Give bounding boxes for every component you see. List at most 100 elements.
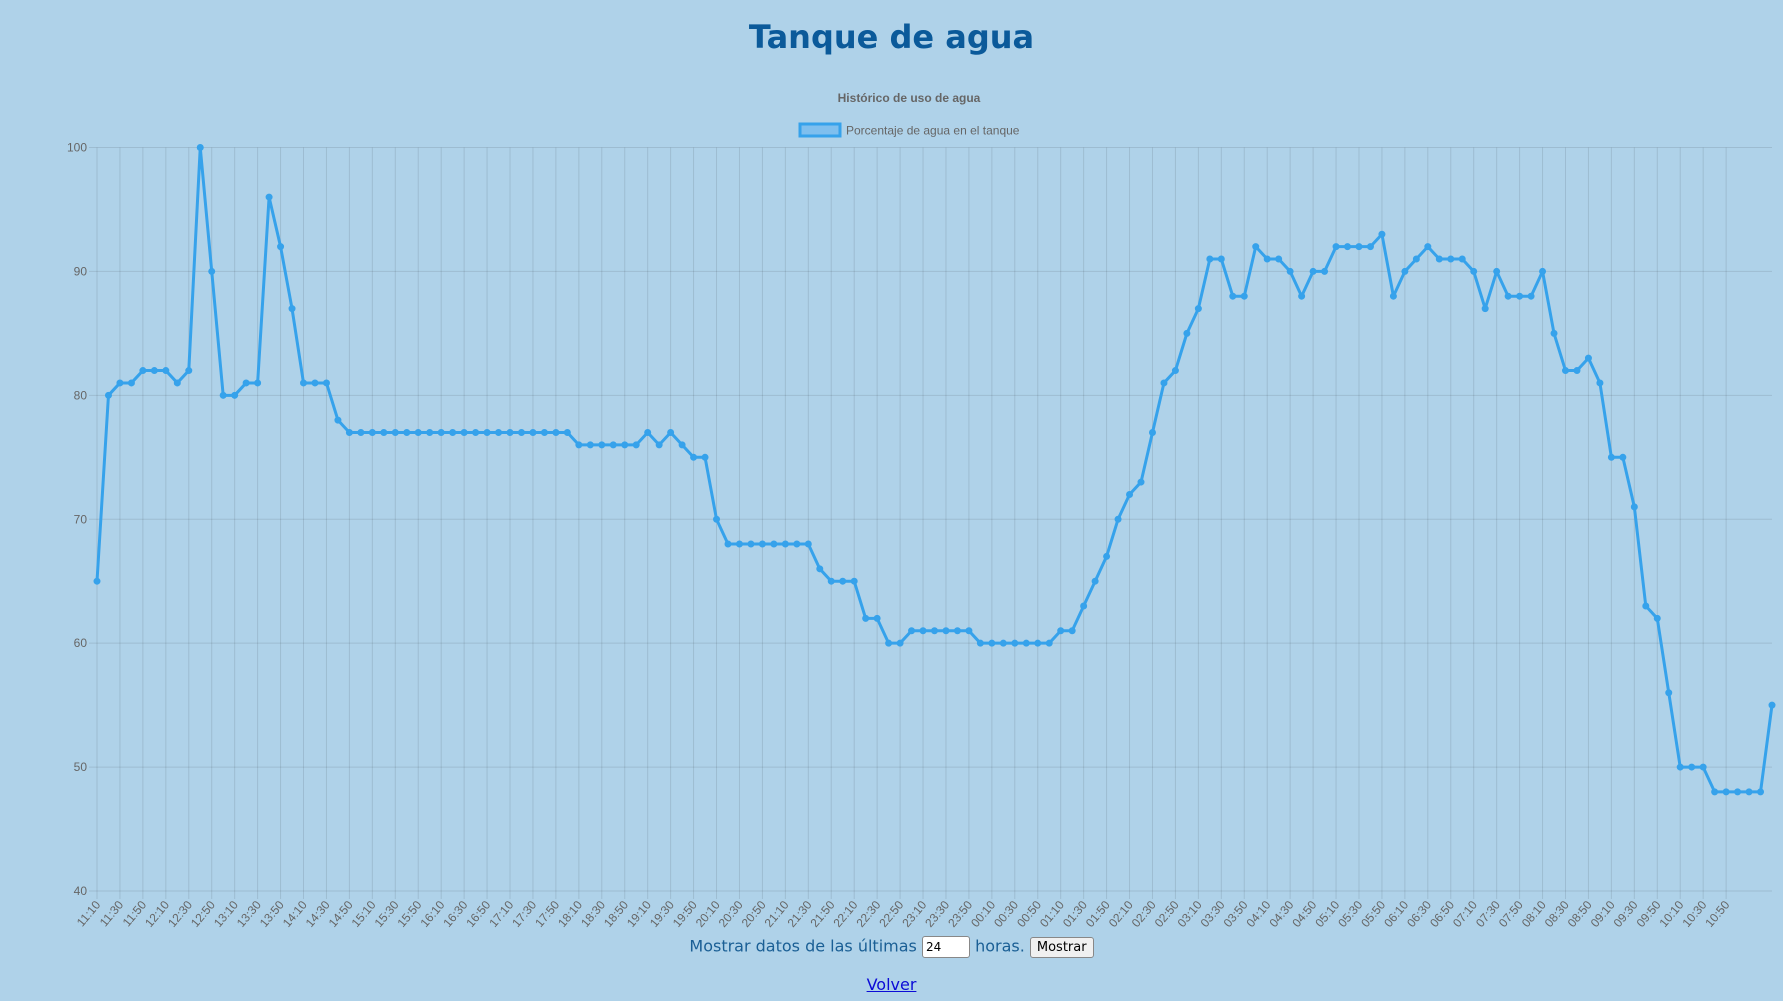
data-point[interactable] xyxy=(1091,577,1099,585)
data-point[interactable] xyxy=(1734,788,1742,796)
data-point[interactable] xyxy=(116,379,124,387)
data-point[interactable] xyxy=(1045,639,1053,647)
data-point[interactable] xyxy=(1722,788,1730,796)
data-point[interactable] xyxy=(1126,490,1134,498)
data-point[interactable] xyxy=(517,429,525,437)
data-point[interactable] xyxy=(139,367,147,375)
data-point[interactable] xyxy=(1183,329,1191,337)
data-point[interactable] xyxy=(483,429,491,437)
data-point[interactable] xyxy=(1217,255,1225,263)
data-point[interactable] xyxy=(1344,243,1352,251)
data-point[interactable] xyxy=(196,144,204,151)
data-point[interactable] xyxy=(1068,627,1076,635)
data-point[interactable] xyxy=(1699,763,1707,771)
hours-input[interactable] xyxy=(921,936,970,958)
data-point[interactable] xyxy=(1584,354,1592,362)
back-link[interactable]: Volver xyxy=(866,975,917,994)
data-point[interactable] xyxy=(104,391,112,399)
data-point[interactable] xyxy=(735,540,743,548)
data-point[interactable] xyxy=(1424,243,1432,251)
data-point[interactable] xyxy=(1619,453,1627,461)
data-point[interactable] xyxy=(1171,367,1179,375)
data-point[interactable] xyxy=(1412,255,1420,263)
data-point[interactable] xyxy=(173,379,181,387)
data-point[interactable] xyxy=(1470,267,1478,275)
data-point[interactable] xyxy=(1516,292,1524,300)
data-point[interactable] xyxy=(873,614,881,622)
data-point[interactable] xyxy=(1034,639,1042,647)
data-point[interactable] xyxy=(919,627,927,635)
data-point[interactable] xyxy=(862,614,870,622)
data-point[interactable] xyxy=(1447,255,1455,263)
data-point[interactable] xyxy=(1745,788,1753,796)
data-point[interactable] xyxy=(162,367,170,375)
data-point[interactable] xyxy=(827,577,835,585)
data-point[interactable] xyxy=(747,540,755,548)
data-point[interactable] xyxy=(1011,639,1019,647)
data-point[interactable] xyxy=(701,453,709,461)
data-point[interactable] xyxy=(1768,701,1776,709)
data-point[interactable] xyxy=(368,429,376,437)
data-point[interactable] xyxy=(1573,367,1581,375)
data-point[interactable] xyxy=(1114,515,1122,523)
data-point[interactable] xyxy=(322,379,330,387)
data-point[interactable] xyxy=(1665,689,1673,697)
data-point[interactable] xyxy=(150,367,158,375)
data-point[interactable] xyxy=(1561,367,1569,375)
data-point[interactable] xyxy=(403,429,411,437)
show-button[interactable]: Mostrar xyxy=(1029,936,1094,958)
data-point[interactable] xyxy=(965,627,973,635)
data-point[interactable] xyxy=(1194,305,1202,313)
data-point[interactable] xyxy=(621,441,629,449)
data-point[interactable] xyxy=(758,540,766,548)
data-point[interactable] xyxy=(345,429,353,437)
data-point[interactable] xyxy=(1366,243,1374,251)
data-point[interactable] xyxy=(1321,267,1329,275)
data-point[interactable] xyxy=(1630,503,1638,511)
data-point[interactable] xyxy=(288,305,296,313)
data-point[interactable] xyxy=(586,441,594,449)
data-point[interactable] xyxy=(563,429,571,437)
data-point[interactable] xyxy=(931,627,938,635)
data-point[interactable] xyxy=(976,639,984,647)
data-point[interactable] xyxy=(804,540,812,548)
data-point[interactable] xyxy=(1240,292,1248,300)
data-point[interactable] xyxy=(1309,267,1317,275)
data-point[interactable] xyxy=(793,540,801,548)
data-point[interactable] xyxy=(1527,292,1535,300)
data-point[interactable] xyxy=(609,441,617,449)
data-point[interactable] xyxy=(380,429,388,437)
data-point[interactable] xyxy=(449,429,457,437)
data-point[interactable] xyxy=(1022,639,1030,647)
data-point[interactable] xyxy=(1550,329,1558,337)
data-point[interactable] xyxy=(414,429,422,437)
data-point[interactable] xyxy=(426,429,434,437)
data-point[interactable] xyxy=(1229,292,1237,300)
data-point[interactable] xyxy=(311,379,319,387)
data-point[interactable] xyxy=(1148,429,1156,437)
data-point[interactable] xyxy=(1137,478,1145,486)
data-point[interactable] xyxy=(1653,614,1661,622)
data-point[interactable] xyxy=(1401,267,1409,275)
data-point[interactable] xyxy=(908,627,916,635)
data-point[interactable] xyxy=(1160,379,1168,387)
data-point[interactable] xyxy=(506,429,514,437)
data-point[interactable] xyxy=(357,429,365,437)
data-point[interactable] xyxy=(127,379,135,387)
data-point[interactable] xyxy=(242,379,250,387)
data-point[interactable] xyxy=(208,267,216,275)
data-point[interactable] xyxy=(231,391,239,399)
data-point[interactable] xyxy=(575,441,583,449)
data-point[interactable] xyxy=(1711,788,1719,796)
data-point[interactable] xyxy=(460,429,468,437)
data-point[interactable] xyxy=(655,441,663,449)
data-point[interactable] xyxy=(1332,243,1340,251)
data-point[interactable] xyxy=(1504,292,1512,300)
data-point[interactable] xyxy=(1607,453,1615,461)
data-point[interactable] xyxy=(1355,243,1363,251)
data-point[interactable] xyxy=(277,243,285,251)
data-point[interactable] xyxy=(1389,292,1397,300)
data-point[interactable] xyxy=(1539,267,1547,275)
data-point[interactable] xyxy=(472,429,480,437)
data-point[interactable] xyxy=(839,577,847,585)
